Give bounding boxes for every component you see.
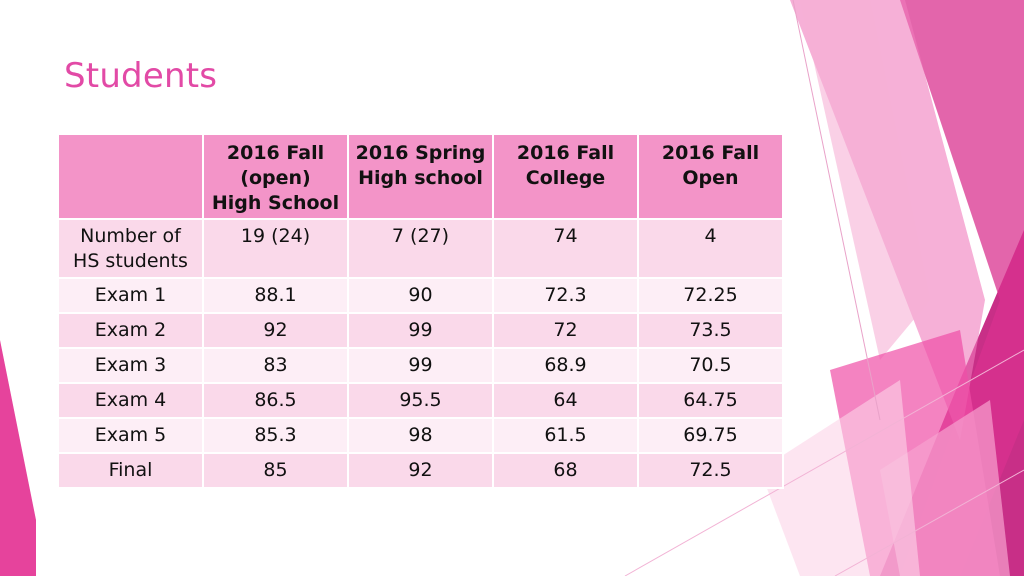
row-label: Exam 5 [57,417,204,454]
header-cell-fall-college: 2016 Fall College [492,133,639,220]
table-cell: 69.75 [637,417,784,454]
header-cell-fall-open: 2016 Fall Open [637,133,784,220]
table-cell: 74 [492,218,639,279]
header-cell-empty [57,133,204,220]
table-row: Number of HS students 19 (24) 7 (27) 74 … [57,218,784,279]
table-cell: 72.25 [637,277,784,314]
header-line: 2016 Fall [516,142,615,164]
header-line: High School [211,192,340,214]
table-cell: 85.3 [202,417,349,454]
table-cell: 68 [492,452,639,489]
table-cell: 90 [347,277,494,314]
row-label: Exam 4 [57,382,204,419]
table-cell: 95.5 [347,382,494,419]
row-label: Exam 2 [57,312,204,349]
row-label: Exam 3 [57,347,204,384]
table-cell: 70.5 [637,347,784,384]
table-cell: 92 [347,452,494,489]
table-row: Exam 3 83 99 68.9 70.5 [57,347,784,384]
slide-title: Students [64,56,218,96]
table-row: Exam 5 85.3 98 61.5 69.75 [57,417,784,454]
row-label-line: HS students [73,250,188,272]
table-row: Exam 1 88.1 90 72.3 72.25 [57,277,784,314]
table-row: Exam 2 92 99 72 73.5 [57,312,784,349]
table-cell: 64 [492,382,639,419]
header-line: (open) [240,167,311,189]
row-label: Number of HS students [57,218,204,279]
table-cell: 72 [492,312,639,349]
table-cell: 73.5 [637,312,784,349]
table-row: Exam 4 86.5 95.5 64 64.75 [57,382,784,419]
table-cell: 99 [347,312,494,349]
header-cell-fall-open-hs: 2016 Fall (open) High School [202,133,349,220]
table-cell: 83 [202,347,349,384]
header-line: College [525,167,606,189]
table-cell: 72.5 [637,452,784,489]
table-cell: 72.3 [492,277,639,314]
header-line: 2016 Fall [226,142,325,164]
header-cell-spring-hs: 2016 Spring High school [347,133,494,220]
table-row: Final 85 92 68 72.5 [57,452,784,489]
table-cell: 68.9 [492,347,639,384]
table-cell: 88.1 [202,277,349,314]
header-row: 2016 Fall (open) High School 2016 Spring… [57,133,784,220]
table-cell: 86.5 [202,382,349,419]
table-cell: 85 [202,452,349,489]
row-label-line: Number of [80,225,181,247]
header-line: Open [682,167,739,189]
table-cell: 99 [347,347,494,384]
table-cell: 98 [347,417,494,454]
header-line: 2016 Fall [661,142,760,164]
header-line: 2016 Spring [355,142,486,164]
header-line: High school [358,167,483,189]
table-cell: 7 (27) [347,218,494,279]
table-cell: 4 [637,218,784,279]
table-cell: 19 (24) [202,218,349,279]
table-cell: 61.5 [492,417,639,454]
row-label: Exam 1 [57,277,204,314]
table-cell: 92 [202,312,349,349]
row-label: Final [57,452,204,489]
students-table: 2016 Fall (open) High School 2016 Spring… [57,133,784,489]
table-cell: 64.75 [637,382,784,419]
